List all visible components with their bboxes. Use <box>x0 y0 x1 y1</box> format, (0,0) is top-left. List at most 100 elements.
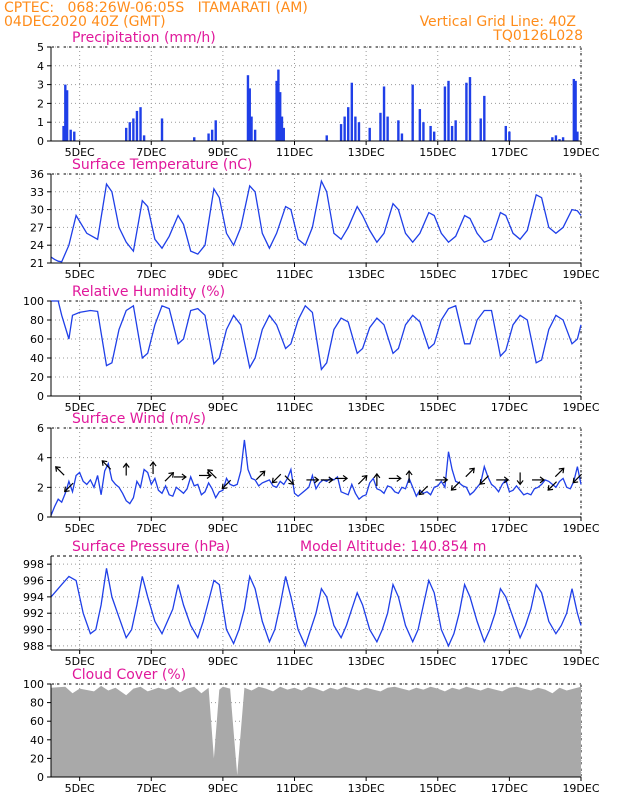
pressure-ytick-label: 988 <box>23 640 44 653</box>
precip-bar <box>386 116 389 141</box>
pressure-xtick-label: 11DEC <box>276 655 313 668</box>
model-altitude: Model Altitude: 140.854 m <box>300 539 486 555</box>
pressure-ytick-label: 992 <box>23 607 44 620</box>
precipitation-xtick-label: 9DEC <box>208 146 238 159</box>
precip-bar <box>572 78 576 141</box>
pressure-xtick-label: 5DEC <box>65 655 95 668</box>
humidity-ytick-label: 60 <box>30 333 44 346</box>
humidity-ytick-label: 100 <box>23 295 44 308</box>
temperature-xtick-label: 15DEC <box>419 268 456 281</box>
cloud-title: Cloud Cover (%) <box>72 667 186 683</box>
temperature-ytick-label: 33 <box>30 186 44 199</box>
precipitation-xtick-label: 15DEC <box>419 146 456 159</box>
precip-bar <box>343 116 346 141</box>
temperature-xtick-label: 13DEC <box>348 268 385 281</box>
wind-arrow <box>271 473 282 484</box>
wind-arrow <box>532 476 546 484</box>
precip-bar <box>350 82 354 141</box>
humidity-xtick-label: 11DEC <box>276 401 313 414</box>
precipitation-panel: Precipitation (mm/h) 0 1 2 3 4 5 5DEC 7DEC 9DEC 11… <box>37 30 600 159</box>
wind-arrow <box>149 461 157 475</box>
precip-bar <box>275 80 278 141</box>
pressure-ytick-label: 998 <box>23 558 44 571</box>
wind-arrow <box>173 473 187 481</box>
precip-bar <box>128 122 131 141</box>
wind-panel: Surface Wind (m/s) 0 2 4 6 5DEC 7DEC 9DEC 11DEC 1… <box>37 411 600 535</box>
precip-bar <box>339 124 343 141</box>
grid-line-note: Vertical Grid Line: 40Z <box>419 14 576 30</box>
wind-arrow <box>572 473 583 484</box>
cloud-ytick-label: 20 <box>30 752 44 765</box>
precipitation-xtick-label: 13DEC <box>348 146 385 159</box>
wind-arrow <box>496 476 510 484</box>
precip-bar <box>357 122 361 141</box>
pressure-title: Surface Pressure (hPa) <box>72 539 230 555</box>
humidity-panel: Relative Humidity (%) 0 20 40 60 80 100 5DEC 7DE… <box>23 284 600 414</box>
wind-ytick-label: 6 <box>37 422 44 435</box>
precip-bar <box>280 116 284 141</box>
precip-bar <box>450 125 454 141</box>
wind-arrow <box>405 469 413 483</box>
station-header: CPTEC: 068:26W-06:05S ITAMARATI (AM) <box>4 0 308 16</box>
precip-bar <box>73 131 76 141</box>
precip-bar <box>132 118 135 141</box>
wind-xtick-label: 7DEC <box>136 522 166 535</box>
pressure-xtick-label: 7DEC <box>136 655 166 668</box>
precip-bar <box>432 131 436 141</box>
temperature-panel: Surface Temperature (nC) 21 24 27 30 33 36 5DEC… <box>30 157 600 281</box>
precip-bar <box>504 125 507 141</box>
wind-arrow <box>55 466 65 476</box>
cloud-cover-area <box>51 685 581 777</box>
precip-bar <box>278 92 282 141</box>
precip-bar <box>418 109 422 141</box>
precip-bar <box>447 80 450 141</box>
wind-arrow <box>198 471 212 479</box>
precip-bar <box>210 129 214 141</box>
precipitation-xtick-label: 7DEC <box>136 146 166 159</box>
pressure-line <box>50 568 582 648</box>
precip-bar <box>64 84 67 141</box>
precip-bar <box>574 80 577 141</box>
humidity-ytick-label: 20 <box>30 371 44 384</box>
precipitation-xtick-label: 17DEC <box>491 146 528 159</box>
wind-arrow <box>101 460 112 470</box>
temperature-ytick-label: 36 <box>30 168 44 181</box>
precip-bar <box>382 86 386 141</box>
pressure-xtick-label: 17DEC <box>491 655 528 668</box>
cloud-xtick-label: 17DEC <box>491 782 528 795</box>
precipitation-ytick-label: 4 <box>37 60 44 73</box>
humidity-xtick-label: 13DEC <box>348 401 385 414</box>
cloud-ytick-label: 80 <box>30 697 44 710</box>
wind-arrow <box>335 474 349 482</box>
humidity-xtick-label: 17DEC <box>491 401 528 414</box>
precip-bar <box>65 90 69 141</box>
precip-bar <box>207 133 210 141</box>
cloud-panel: Cloud Cover (%) 0 20 40 60 80 100 5DEC 7DEC 9DEC 1… <box>23 667 600 795</box>
precip-bar <box>368 127 371 141</box>
humidity-xtick-label: 5DEC <box>65 401 95 414</box>
model-code: TQ0126L028 <box>493 28 583 44</box>
pressure-ytick-label: 994 <box>23 591 44 604</box>
cloud-ytick-label: 40 <box>30 734 44 747</box>
wind-arrow <box>207 469 217 479</box>
precip-bar <box>422 122 425 141</box>
wind-title: Surface Wind (m/s) <box>72 411 206 427</box>
precip-bar <box>282 127 285 141</box>
wind-arrow <box>164 472 175 482</box>
humidity-ytick-label: 40 <box>30 352 44 365</box>
wind-arrow <box>357 475 368 485</box>
wind-ytick-label: 4 <box>37 452 44 465</box>
precip-bar <box>576 131 579 141</box>
date-header: 04DEC2020 40Z (GMT) <box>4 14 166 30</box>
precipitation-title: Precipitation (mm/h) <box>72 30 216 46</box>
precipitation-xtick-label: 5DEC <box>65 146 95 159</box>
pressure-xtick-label: 13DEC <box>348 655 385 668</box>
precip-bar <box>400 133 404 141</box>
cloud-xtick-label: 9DEC <box>208 782 238 795</box>
pressure-panel: Surface Pressure (hPa) 988 990 992 994 996 998… <box>23 539 600 668</box>
precipitation-ytick-label: 1 <box>37 116 44 129</box>
precip-bar <box>62 125 65 141</box>
wind-arrow <box>284 475 295 485</box>
humidity-xtick-label: 19DEC <box>562 401 599 414</box>
